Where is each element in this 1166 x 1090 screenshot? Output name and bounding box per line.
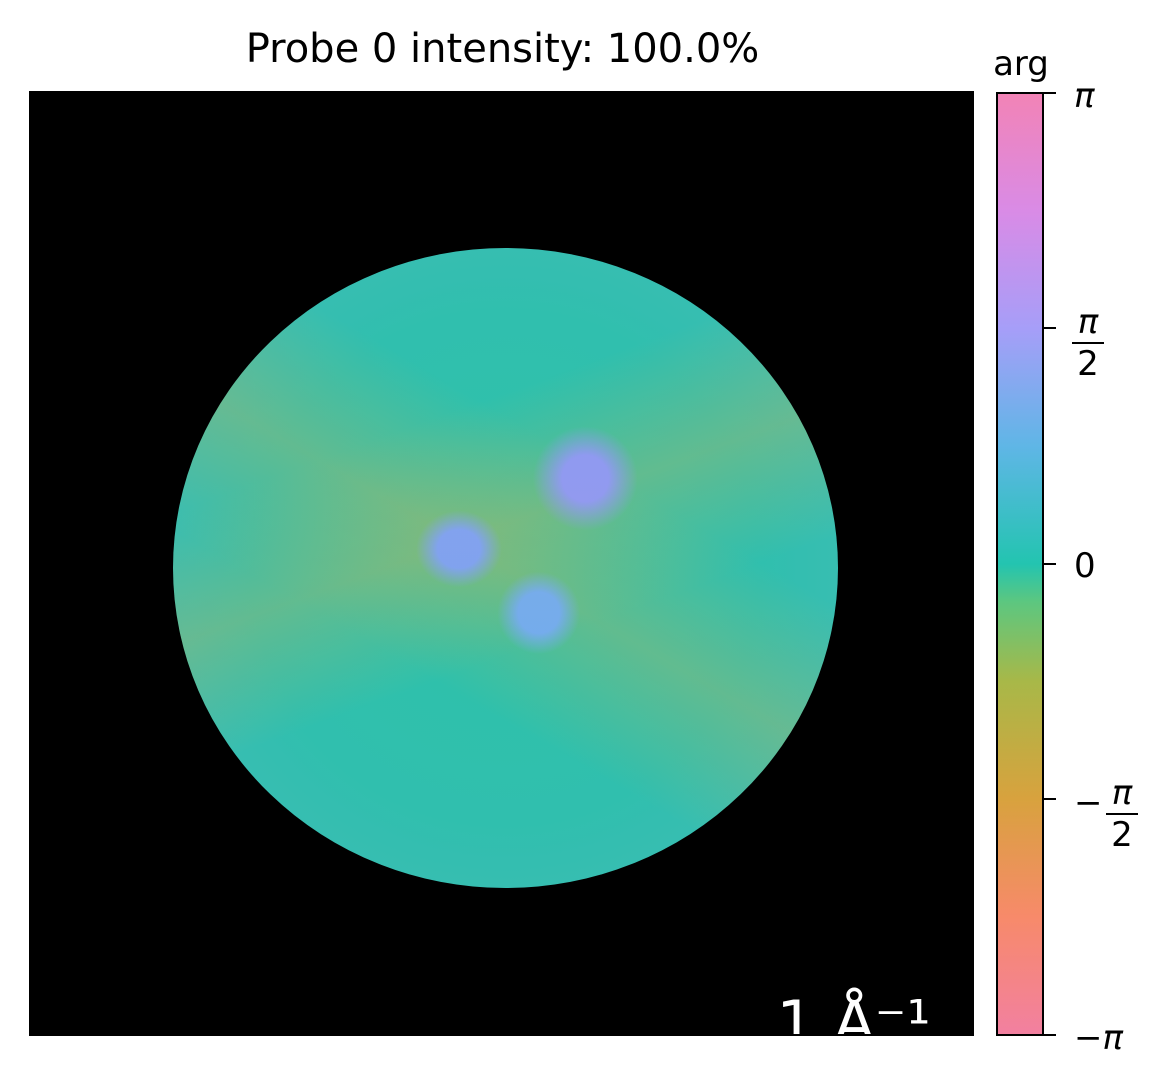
probe-disc <box>173 248 838 888</box>
colorbar-tick <box>1044 563 1056 565</box>
figure-title: Probe 0 intensity: 100.0% <box>245 26 760 72</box>
fraction-numerator: π <box>1111 773 1133 813</box>
colorbar-tick <box>1044 1034 1056 1036</box>
tick-label-pi: π <box>1074 76 1095 116</box>
fraction-bar <box>1106 813 1138 815</box>
tick-label-zero: 0 <box>1074 546 1096 586</box>
fraction-denominator: 2 <box>1111 815 1133 855</box>
colorbar-tick <box>1044 327 1056 329</box>
phase-colorbar <box>996 92 1044 1036</box>
tick-label-neg-pi: −π <box>1074 1018 1123 1058</box>
scale-bar-label: 1 Å⁻¹ <box>776 988 931 1036</box>
fraction-denominator: 2 <box>1077 344 1099 384</box>
colorbar-title: arg <box>993 44 1049 84</box>
tick-label-neg-half-pi: π 2 <box>1106 774 1138 854</box>
fraction-numerator: π <box>1077 302 1099 342</box>
fraction-bar <box>1072 342 1104 344</box>
colorbar-tick <box>1044 92 1056 94</box>
probe-image: 1 Å⁻¹ <box>29 91 974 1036</box>
minus-sign: − <box>1074 783 1103 823</box>
colorbar-tick <box>1044 798 1056 800</box>
tick-label-half-pi: π 2 <box>1072 303 1104 383</box>
